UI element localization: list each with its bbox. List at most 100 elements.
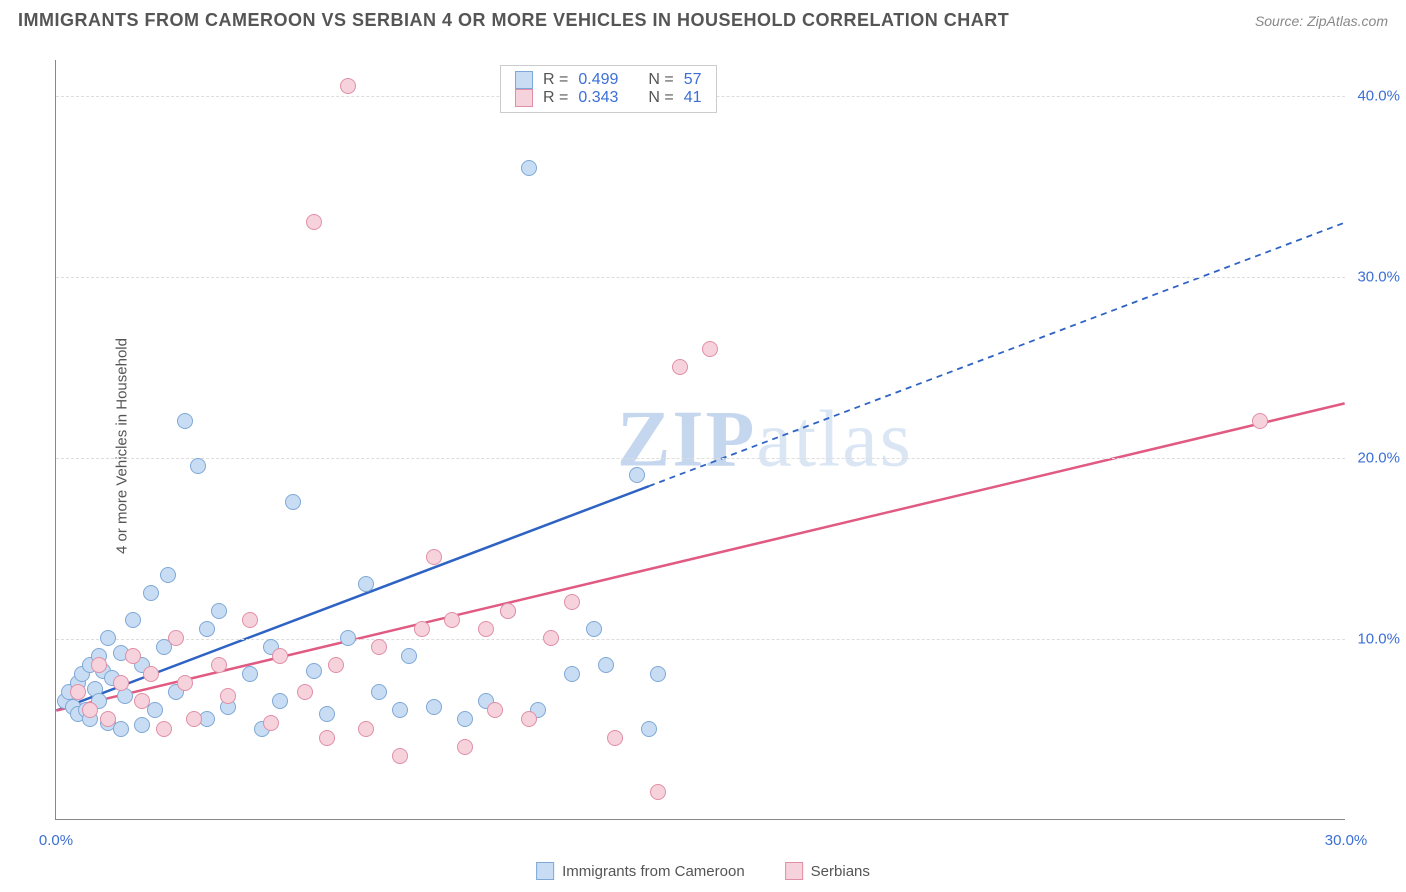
scatter-point — [702, 341, 718, 357]
scatter-point — [306, 214, 322, 230]
source-label: Source: ZipAtlas.com — [1255, 13, 1388, 29]
legend-item: Immigrants from Cameroon — [536, 862, 745, 880]
scatter-point — [177, 675, 193, 691]
scatter-point — [340, 630, 356, 646]
scatter-point — [478, 621, 494, 637]
series-legend: Immigrants from Cameroon Serbians — [536, 862, 870, 880]
scatter-point — [190, 458, 206, 474]
stats-legend: R = 0.499 N = 57R = 0.343 N = 41 — [500, 65, 717, 113]
x-tick-label: 30.0% — [1325, 832, 1368, 849]
gridline — [56, 639, 1345, 640]
scatter-point — [487, 702, 503, 718]
scatter-point — [220, 688, 236, 704]
scatter-point — [125, 612, 141, 628]
scatter-point — [426, 549, 442, 565]
scatter-point — [340, 78, 356, 94]
stat-label: R = — [543, 89, 568, 107]
scatter-point — [371, 639, 387, 655]
scatter-point — [143, 585, 159, 601]
y-tick-label: 10.0% — [1350, 631, 1400, 648]
scatter-point — [444, 612, 460, 628]
scatter-point — [564, 594, 580, 610]
scatter-point — [199, 621, 215, 637]
scatter-point — [426, 699, 442, 715]
legend-item: Serbians — [785, 862, 870, 880]
scatter-point — [564, 666, 580, 682]
scatter-point — [186, 711, 202, 727]
scatter-point — [134, 693, 150, 709]
gridline — [56, 458, 1345, 459]
scatter-point — [125, 648, 141, 664]
scatter-point — [147, 702, 163, 718]
y-tick-label: 20.0% — [1350, 450, 1400, 467]
scatter-point — [160, 567, 176, 583]
legend-swatch — [515, 71, 533, 89]
scatter-point — [272, 648, 288, 664]
scatter-point — [211, 657, 227, 673]
scatter-point — [457, 711, 473, 727]
scatter-point — [607, 730, 623, 746]
x-tick-label: 0.0% — [39, 832, 73, 849]
scatter-point — [1252, 413, 1268, 429]
legend-swatch — [536, 862, 554, 880]
scatter-point — [328, 657, 344, 673]
scatter-point — [113, 721, 129, 737]
scatter-point — [100, 711, 116, 727]
legend-label: Serbians — [811, 863, 870, 880]
scatter-point — [500, 603, 516, 619]
stat-r-value: 0.499 — [578, 71, 618, 89]
scatter-point — [358, 721, 374, 737]
scatter-point — [297, 684, 313, 700]
scatter-point — [457, 739, 473, 755]
chart-plot-area: ZIPatlas 10.0%20.0%30.0%40.0%0.0%30.0% — [55, 60, 1345, 820]
stats-row: R =0.343N =41 — [515, 89, 702, 107]
trend-lines — [56, 60, 1345, 819]
legend-swatch — [515, 89, 533, 107]
scatter-point — [100, 630, 116, 646]
stats-row: R = 0.499 N = 57 — [515, 71, 702, 89]
scatter-point — [650, 784, 666, 800]
scatter-point — [143, 666, 159, 682]
scatter-point — [113, 675, 129, 691]
legend-label: Immigrants from Cameroon — [562, 863, 745, 880]
scatter-point — [156, 721, 172, 737]
scatter-point — [319, 706, 335, 722]
scatter-point — [414, 621, 430, 637]
scatter-point — [641, 721, 657, 737]
stat-label: R = — [543, 71, 568, 89]
scatter-point — [177, 413, 193, 429]
scatter-point — [543, 630, 559, 646]
scatter-point — [242, 612, 258, 628]
scatter-point — [263, 715, 279, 731]
legend-swatch — [785, 862, 803, 880]
scatter-point — [168, 630, 184, 646]
scatter-point — [629, 467, 645, 483]
scatter-point — [91, 657, 107, 673]
scatter-point — [672, 359, 688, 375]
y-tick-label: 40.0% — [1350, 88, 1400, 105]
stat-label: N = — [648, 71, 673, 89]
stat-n-value: 41 — [684, 89, 702, 107]
scatter-point — [401, 648, 417, 664]
chart-title: IMMIGRANTS FROM CAMEROON VS SERBIAN 4 OR… — [18, 10, 1009, 31]
scatter-point — [285, 494, 301, 510]
scatter-point — [358, 576, 374, 592]
scatter-point — [134, 717, 150, 733]
scatter-point — [242, 666, 258, 682]
scatter-point — [319, 730, 335, 746]
scatter-point — [306, 663, 322, 679]
stat-r-value: 0.343 — [578, 89, 618, 107]
scatter-point — [371, 684, 387, 700]
scatter-point — [598, 657, 614, 673]
stat-n-value: 57 — [684, 71, 702, 89]
scatter-point — [521, 160, 537, 176]
scatter-point — [272, 693, 288, 709]
scatter-point — [392, 702, 408, 718]
scatter-point — [521, 711, 537, 727]
scatter-point — [586, 621, 602, 637]
scatter-point — [650, 666, 666, 682]
scatter-point — [211, 603, 227, 619]
scatter-point — [70, 684, 86, 700]
scatter-point — [82, 702, 98, 718]
gridline — [56, 277, 1345, 278]
